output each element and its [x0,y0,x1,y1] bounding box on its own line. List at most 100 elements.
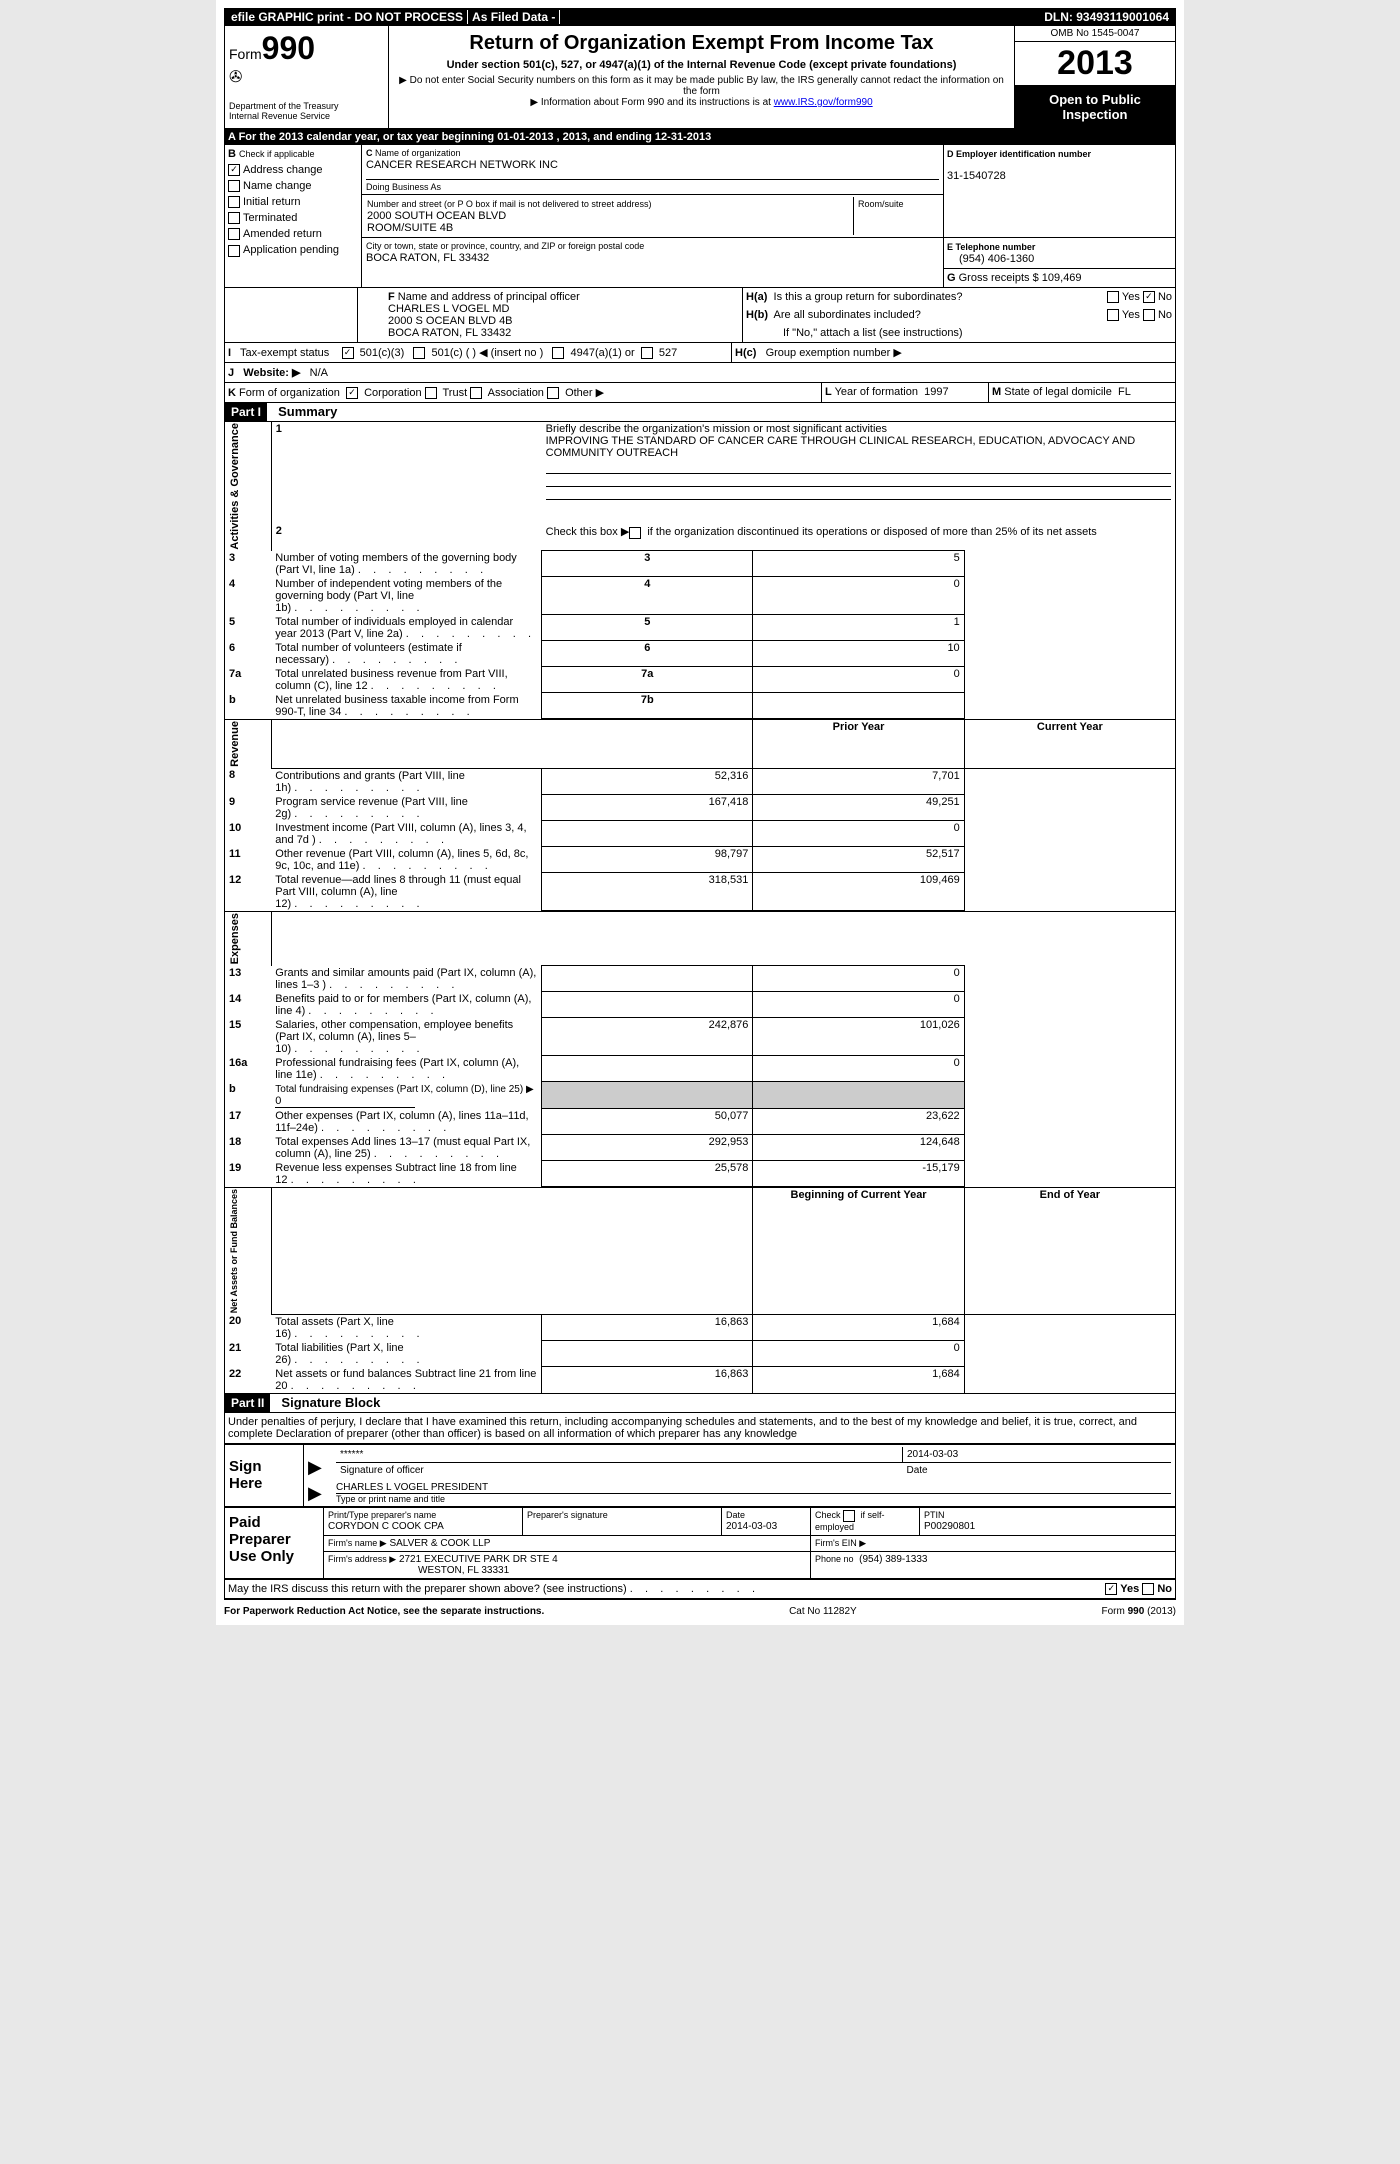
city-label: City or town, state or province, country… [366,241,644,251]
trust-checkbox[interactable] [425,387,437,399]
discuss-yes-checkbox[interactable]: ✓ [1105,1583,1117,1595]
m-text: State of legal domicile [1004,386,1112,398]
self-employed: Check if self-employed [811,1508,920,1536]
section-c-addr: Number and street (or P O box if mail is… [362,195,944,238]
check-address-change[interactable]: ✓ [228,164,240,176]
dln-label: DLN: [1044,10,1073,24]
hb-answer: Yes No [1059,306,1176,324]
discuss-no-checkbox[interactable] [1142,1583,1154,1595]
exp-row: bTotal fundraising expenses (Part IX, co… [225,1082,1176,1109]
prior-year-hdr: Prior Year [833,721,885,733]
open-inspection: Open to Public Inspection [1015,86,1175,128]
ha-yes-checkbox[interactable] [1107,291,1119,303]
checkbox-row: Amended return [228,228,358,240]
exp-row: 14Benefits paid to or for members (Part … [225,992,1176,1018]
k-text: Form of organization [239,387,340,399]
section-g: G Gross receipts $ 109,469 [944,269,1176,288]
footer-right: Form 990 (2013) [1102,1606,1176,1617]
irs-link[interactable]: www.IRS.gov/form990 [774,97,873,108]
tax-year: 2013 [1015,42,1175,86]
exp-row: 19Revenue less expenses Subtract line 18… [225,1161,1176,1187]
form-990-page: efile GRAPHIC print - DO NOT PROCESS As … [216,0,1184,1625]
501c-checkbox[interactable] [413,347,425,359]
corp-checkbox[interactable]: ✓ [346,387,358,399]
header-right: OMB No 1545-0047 2013 Open to Public Ins… [1014,26,1175,128]
phone-value: (954) 406-1360 [947,253,1034,265]
c-name-label: Name of organization [375,148,461,158]
check-name-change[interactable] [228,180,240,192]
self-emp-checkbox[interactable] [843,1510,855,1522]
ein-value: 31-1540728 [947,170,1172,182]
net-row: 21Total liabilities (Part X, line 26)0 [225,1341,1176,1367]
j-label: J [228,367,234,379]
ha-answer: Yes ✓No [1059,288,1176,306]
rev-row: 10Investment income (Part VIII, column (… [225,821,1176,847]
rev-row: 12Total revenue—add lines 8 through 11 (… [225,873,1176,911]
firm-ein-label: Firm's EIN ▶ [815,1538,866,1548]
dept-treasury: Department of the Treasury [229,101,384,111]
4947-checkbox[interactable] [552,347,564,359]
other-checkbox[interactable] [547,387,559,399]
part2-title: Signature Block [273,1395,380,1410]
section-i-hc: I Tax-exempt status ✓ 501(c)(3) 501(c) (… [224,343,1176,363]
q1-text: Briefly describe the organization's miss… [546,423,887,435]
check-initial-return[interactable] [228,196,240,208]
paid-preparer-label: Paid Preparer Use Only [225,1508,324,1579]
hb-no-checkbox[interactable] [1143,309,1155,321]
dln-value: 93493119001064 [1076,10,1169,24]
officer-name: CHARLES L VOGEL MD [388,303,509,315]
gov-row: 5Total number of individuals employed in… [225,615,1176,641]
gov-row: 6Total number of volunteers (estimate if… [225,641,1176,667]
city-value: BOCA RATON, FL 33432 [366,252,489,264]
assoc-checkbox[interactable] [470,387,482,399]
rev-row: 11Other revenue (Part VIII, column (A), … [225,847,1176,873]
g-label: G [947,272,956,284]
section-fh: F Name and address of principal officer … [224,288,1176,343]
ha-no-checkbox[interactable]: ✓ [1143,291,1155,303]
ptin-value: P00290801 [924,1521,975,1532]
j-text: Website: ▶ [243,367,300,379]
hc-label: H(c) [735,347,756,359]
501c3-checkbox[interactable]: ✓ [342,347,354,359]
firm-name: SALVER & COOK LLP [389,1538,490,1549]
b-check-if: Check if applicable [239,149,315,159]
website-value: N/A [310,367,328,379]
discuss-row: May the IRS discuss this return with the… [224,1580,1176,1600]
527-checkbox[interactable] [641,347,653,359]
gov-row: 3Number of voting members of the governi… [225,551,1176,577]
gov-row: bNet unrelated business taxable income f… [225,693,1176,719]
hb-yes-checkbox[interactable] [1107,309,1119,321]
f-text: Name and address of principal officer [398,291,580,303]
side-revenue: Revenue [229,721,251,767]
dba-label: Doing Business As [366,179,939,192]
l-value: 1997 [924,386,948,398]
check-amended-return[interactable] [228,228,240,240]
form-word: Form [229,46,262,62]
f-label: F [388,291,395,303]
sig-date: 2014-03-03 [903,1447,1172,1463]
section-ha: H(a) Is this a group return for subordin… [743,288,1060,306]
omb-number: OMB No 1545-0047 [1015,26,1175,42]
section-e: E Telephone number (954) 406-1360 [944,238,1176,269]
k-label: K [228,387,236,399]
officer-name-title: CHARLES L VOGEL PRESIDENT [336,1482,1171,1494]
g-text: Gross receipts $ [959,272,1039,284]
q2-checkbox[interactable] [629,527,641,539]
form-header: Form990 ✇ Department of the Treasury Int… [224,26,1176,129]
sig-stars: ****** [336,1447,903,1463]
check-terminated[interactable] [228,212,240,224]
paid-preparer-block: Paid Preparer Use Only Print/Type prepar… [224,1508,1176,1580]
hc-text: Group exemption number ▶ [766,347,902,359]
exp-row: 17Other expenses (Part IX, column (A), l… [225,1109,1176,1135]
exp-row: 15Salaries, other compensation, employee… [225,1018,1176,1056]
side-governance: Activities & Governance [229,423,251,550]
section-k: K Form of organization ✓ Corporation Tru… [225,383,822,403]
end-year-hdr: End of Year [1040,1189,1100,1201]
part1-label: Part I [225,403,267,421]
current-year-hdr: Current Year [1037,721,1103,733]
gov-row: 7aTotal unrelated business revenue from … [225,667,1176,693]
addr-line2: ROOM/SUITE 4B [367,222,453,234]
checkbox-row: ✓Address change [228,164,358,176]
ha-label: H(a) [746,291,767,303]
check-application-pending[interactable] [228,245,240,257]
